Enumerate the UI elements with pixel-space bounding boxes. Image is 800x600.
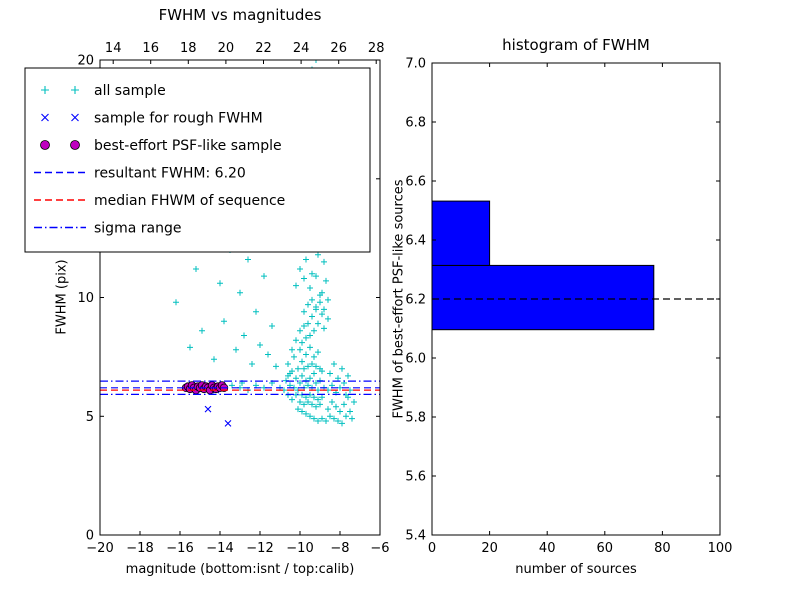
plus-marker-icon xyxy=(41,86,49,94)
tick-labels: −20 −18 −16 −14 −12 −10 −8 −614 16 18 20 22 24 26 2805… xyxy=(77,41,732,556)
tick-label: 24 xyxy=(293,41,310,56)
legend-item-label: resultant FWHM: 6.20 xyxy=(94,166,246,182)
legend-item: all sample xyxy=(41,83,166,99)
tick-label: 16 xyxy=(142,41,159,56)
left-plot-title: FWHM vs magnitudes xyxy=(158,6,322,24)
tick-label: 5 xyxy=(86,410,94,425)
tick-label: 5.8 xyxy=(405,411,426,426)
tick-label: 28 xyxy=(368,41,385,56)
tick-label: 14 xyxy=(105,41,122,56)
tick-label: 22 xyxy=(255,41,272,56)
tick-label: −18 xyxy=(126,541,153,556)
tick-label: 6.6 xyxy=(405,175,426,190)
tick-label: 26 xyxy=(330,41,347,56)
tick-label: 6.2 xyxy=(405,293,426,308)
legend-item: sample for rough FWHM xyxy=(41,111,263,127)
circle-marker-icon xyxy=(70,140,80,150)
x-marker-icon xyxy=(71,113,79,122)
legend-item-label: sample for rough FWHM xyxy=(94,111,263,127)
tick-label: −14 xyxy=(206,541,233,556)
right-plot-xlabel: number of sources xyxy=(515,562,637,577)
right-plot-title: histogram of FWHM xyxy=(502,36,650,54)
tick-label: 20 xyxy=(218,41,235,56)
tick-label: 60 xyxy=(597,541,614,556)
left-plot-content xyxy=(100,60,380,427)
histogram-bar xyxy=(431,200,491,266)
legend-item-label: all sample xyxy=(94,83,166,99)
tick-label: 6.8 xyxy=(405,116,426,131)
tick-label: −8 xyxy=(330,541,349,556)
legend-box xyxy=(24,67,371,253)
circle-marker-icon xyxy=(40,140,50,150)
tick-label: 20 xyxy=(481,541,498,556)
tick-label: −10 xyxy=(286,541,313,556)
tick-label: 18 xyxy=(180,41,197,56)
tick-label: 6.4 xyxy=(405,234,426,249)
histogram-bar xyxy=(431,264,655,331)
tick-label: 10 xyxy=(77,291,94,306)
legend-item: resultant FWHM: 6.20 xyxy=(34,166,246,182)
tick-label: 0 xyxy=(86,529,94,544)
left-plot-xlabel: magnitude (bottom:isnt / top:calib) xyxy=(125,562,355,577)
tick-label: 40 xyxy=(539,541,556,556)
legend-item: best-effort PSF-like sample xyxy=(40,138,282,154)
legend-item-label: median FHWM of sequence xyxy=(94,193,285,209)
tick-label: 5.4 xyxy=(405,529,426,544)
tick-label: 7.0 xyxy=(405,57,426,72)
plus-marker-icon xyxy=(71,86,79,94)
tick-label: −20 xyxy=(86,541,113,556)
legend-item: sigma range xyxy=(34,221,181,237)
tick-label: 80 xyxy=(654,541,671,556)
legend-item-label: best-effort PSF-like sample xyxy=(94,138,282,154)
tick-label: 0 xyxy=(428,541,436,556)
tick-label: −16 xyxy=(166,541,193,556)
legend-item: median FHWM of sequence xyxy=(34,193,285,209)
tick-label: −12 xyxy=(246,541,273,556)
tick-label: 6.0 xyxy=(405,352,426,367)
legend: all sample sample for rough FWHM best-effo… xyxy=(24,67,371,253)
tick-marks xyxy=(99,59,721,536)
legend-item-label: sigma range xyxy=(94,221,181,237)
tick-label: 5.6 xyxy=(405,470,426,485)
x-marker-icon xyxy=(41,113,49,122)
histogram-bars xyxy=(431,200,655,331)
tick-label: 20 xyxy=(77,54,94,69)
tick-label: −6 xyxy=(370,541,389,556)
tick-label: 100 xyxy=(708,541,733,556)
